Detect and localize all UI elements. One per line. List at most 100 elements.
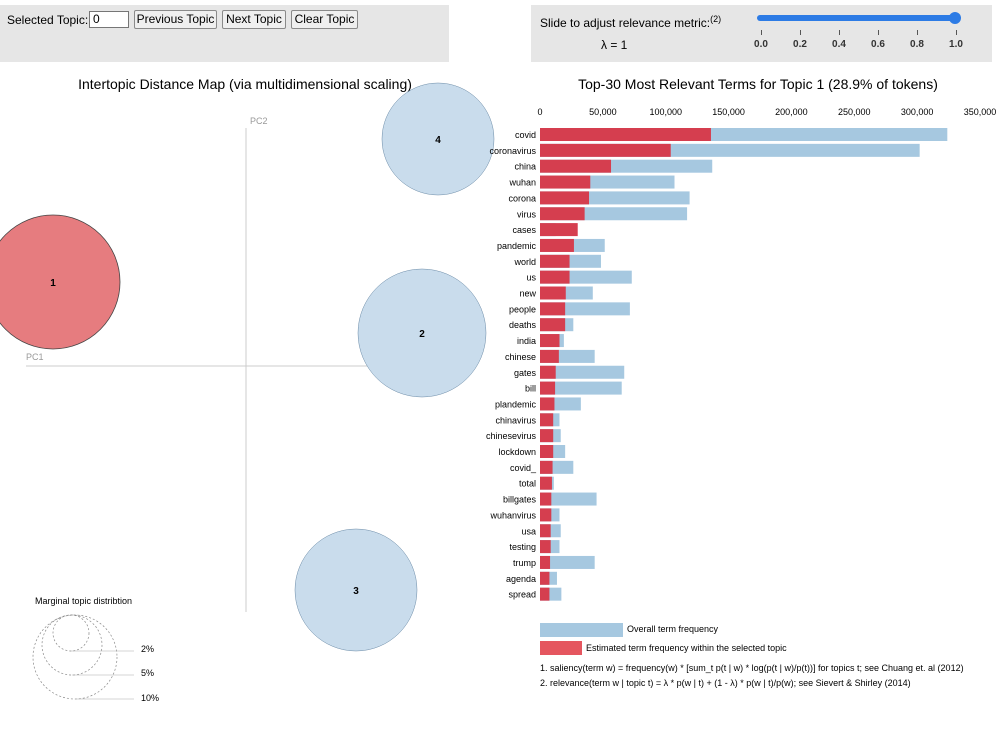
term-label-pandemic[interactable]: pandemic — [497, 241, 537, 251]
bar-topic-chinesevirus[interactable] — [540, 429, 554, 443]
bar-topic-agenda[interactable] — [540, 571, 550, 585]
lambda-tick-mark — [878, 30, 879, 35]
topic-circle-2[interactable]: 2 — [357, 268, 487, 398]
term-label-plandemic[interactable]: plandemic — [495, 399, 537, 409]
topic-circle-2-shape[interactable] — [357, 268, 487, 398]
relevance-slider-thumb[interactable] — [949, 12, 961, 24]
bar-topic-coronavirus[interactable] — [540, 143, 671, 157]
bar-topic-total[interactable] — [540, 476, 552, 490]
term-label-billgates[interactable]: billgates — [503, 495, 537, 505]
x-tick-label: 250,000 — [838, 107, 871, 117]
term-label-total[interactable]: total — [519, 479, 536, 489]
term-label-people[interactable]: people — [509, 304, 536, 314]
pc2-label: PC2 — [250, 116, 268, 126]
marginal-label-10: 10% — [141, 693, 159, 703]
bar-topic-spread[interactable] — [540, 587, 550, 601]
bar-topic-covid[interactable] — [540, 128, 711, 141]
relevance-slider-track[interactable] — [757, 15, 957, 21]
bar-topic-chinese[interactable] — [540, 349, 559, 363]
term-label-virus[interactable]: virus — [517, 209, 537, 219]
bar-topic-cases[interactable] — [540, 223, 578, 237]
term-label-corona[interactable]: corona — [508, 193, 536, 203]
term-label-wuhanvirus[interactable]: wuhanvirus — [489, 510, 536, 520]
bar-chart: covidcoronaviruschinawuhancoronaviruscas… — [486, 128, 948, 601]
lambda-tick-label: 0.8 — [910, 39, 924, 50]
bar-topic-lockdown[interactable] — [540, 445, 554, 458]
topic-circle-1-shape[interactable] — [0, 214, 121, 350]
term-label-bill[interactable]: bill — [525, 384, 536, 394]
bar-topic-us[interactable] — [540, 270, 570, 284]
bar-topic-wuhan[interactable] — [540, 175, 591, 189]
term-label-agenda[interactable]: agenda — [506, 574, 536, 584]
bar-topic-world[interactable] — [540, 254, 570, 268]
term-label-chinese[interactable]: chinese — [505, 352, 536, 362]
term-label-deaths[interactable]: deaths — [509, 320, 537, 330]
topic-circle-1-label: 1 — [50, 278, 56, 289]
bar-topic-gates[interactable] — [540, 365, 556, 379]
term-label-china[interactable]: china — [514, 162, 536, 172]
bar-topic-new[interactable] — [540, 286, 566, 300]
clear-topic-button[interactable]: Clear Topic — [291, 10, 358, 29]
term-label-cases[interactable]: cases — [512, 225, 536, 235]
lambda-tick-mark — [839, 30, 840, 35]
term-label-spread[interactable]: spread — [508, 590, 536, 600]
term-label-world[interactable]: world — [513, 257, 536, 267]
term-label-lockdown[interactable]: lockdown — [498, 447, 536, 457]
bar-topic-billgates[interactable] — [540, 492, 552, 506]
lambda-tick-label: 0.4 — [832, 39, 846, 50]
bar-topic-corona[interactable] — [540, 191, 590, 205]
bar-topic-pandemic[interactable] — [540, 238, 574, 252]
lambda-value-text: λ = 1 — [601, 38, 628, 52]
bar-topic-plandemic[interactable] — [540, 397, 555, 411]
topic-circle-4-shape[interactable] — [381, 82, 495, 196]
x-tick-label: 350,000 — [964, 107, 997, 117]
bar-overall-billgates[interactable] — [540, 492, 597, 506]
slider-label: Slide to adjust relevance metric:(2) — [540, 14, 722, 30]
bar-overall-trump[interactable] — [540, 555, 595, 569]
bar-overall-bill[interactable] — [540, 381, 622, 395]
bar-topic-virus[interactable] — [540, 207, 585, 221]
lambda-tick-mark — [956, 30, 957, 35]
term-label-us[interactable]: us — [526, 273, 536, 283]
legend-topic-label: Estimated term frequency within the sele… — [586, 643, 787, 653]
bar-topic-wuhanvirus[interactable] — [540, 508, 552, 522]
topic-circle-3[interactable]: 3 — [294, 528, 418, 652]
previous-topic-button[interactable]: Previous Topic — [134, 10, 217, 29]
term-label-india[interactable]: india — [517, 336, 536, 346]
selected-topic-input[interactable]: 0 — [89, 11, 129, 28]
legend-overall-swatch — [540, 623, 623, 637]
bar-x-axis: 0 50,000 100,000 150,000 200,000 250,000 300,0… — [537, 107, 996, 117]
legend-topic-swatch — [540, 641, 582, 655]
topic-circle-1[interactable]: 1 — [0, 214, 121, 350]
term-label-coronavirus[interactable]: coronavirus — [489, 146, 536, 156]
x-tick-label: 100,000 — [649, 107, 682, 117]
bar-topic-chinavirus[interactable] — [540, 413, 554, 427]
bar-overall-gates[interactable] — [540, 365, 625, 379]
bar-topic-usa[interactable] — [540, 524, 551, 538]
next-topic-button[interactable]: Next Topic — [222, 10, 286, 29]
x-tick-label: 0 — [537, 107, 542, 117]
bar-topic-people[interactable] — [540, 302, 566, 316]
bar-topic-trump[interactable] — [540, 555, 551, 569]
topic-circle-4[interactable]: 4 — [381, 82, 495, 196]
term-label-trump[interactable]: trump — [513, 558, 536, 568]
bar-topic-bill[interactable] — [540, 381, 556, 395]
term-label-testing[interactable]: testing — [509, 542, 536, 552]
term-label-chinesevirus[interactable]: chinesevirus — [486, 431, 537, 441]
term-label-usa[interactable]: usa — [521, 526, 536, 536]
lambda-tick-mark — [917, 30, 918, 35]
term-label-wuhan[interactable]: wuhan — [508, 178, 536, 188]
bar-topic-india[interactable] — [540, 334, 560, 348]
bar-topic-covid_[interactable] — [540, 460, 553, 474]
term-label-covid[interactable]: covid — [515, 130, 536, 140]
bar-topic-testing[interactable] — [540, 540, 551, 554]
lambda-tick-mark — [761, 30, 762, 35]
term-label-chinavirus[interactable]: chinavirus — [495, 415, 536, 425]
bar-topic-china[interactable] — [540, 159, 612, 173]
topic-circle-3-shape[interactable] — [294, 528, 418, 652]
bar-topic-deaths[interactable] — [540, 318, 566, 332]
term-label-covid_[interactable]: covid_ — [510, 463, 537, 473]
term-label-new[interactable]: new — [519, 289, 536, 299]
term-label-gates[interactable]: gates — [514, 368, 537, 378]
marginal-legend: 2% 5% 10% — [32, 614, 159, 703]
